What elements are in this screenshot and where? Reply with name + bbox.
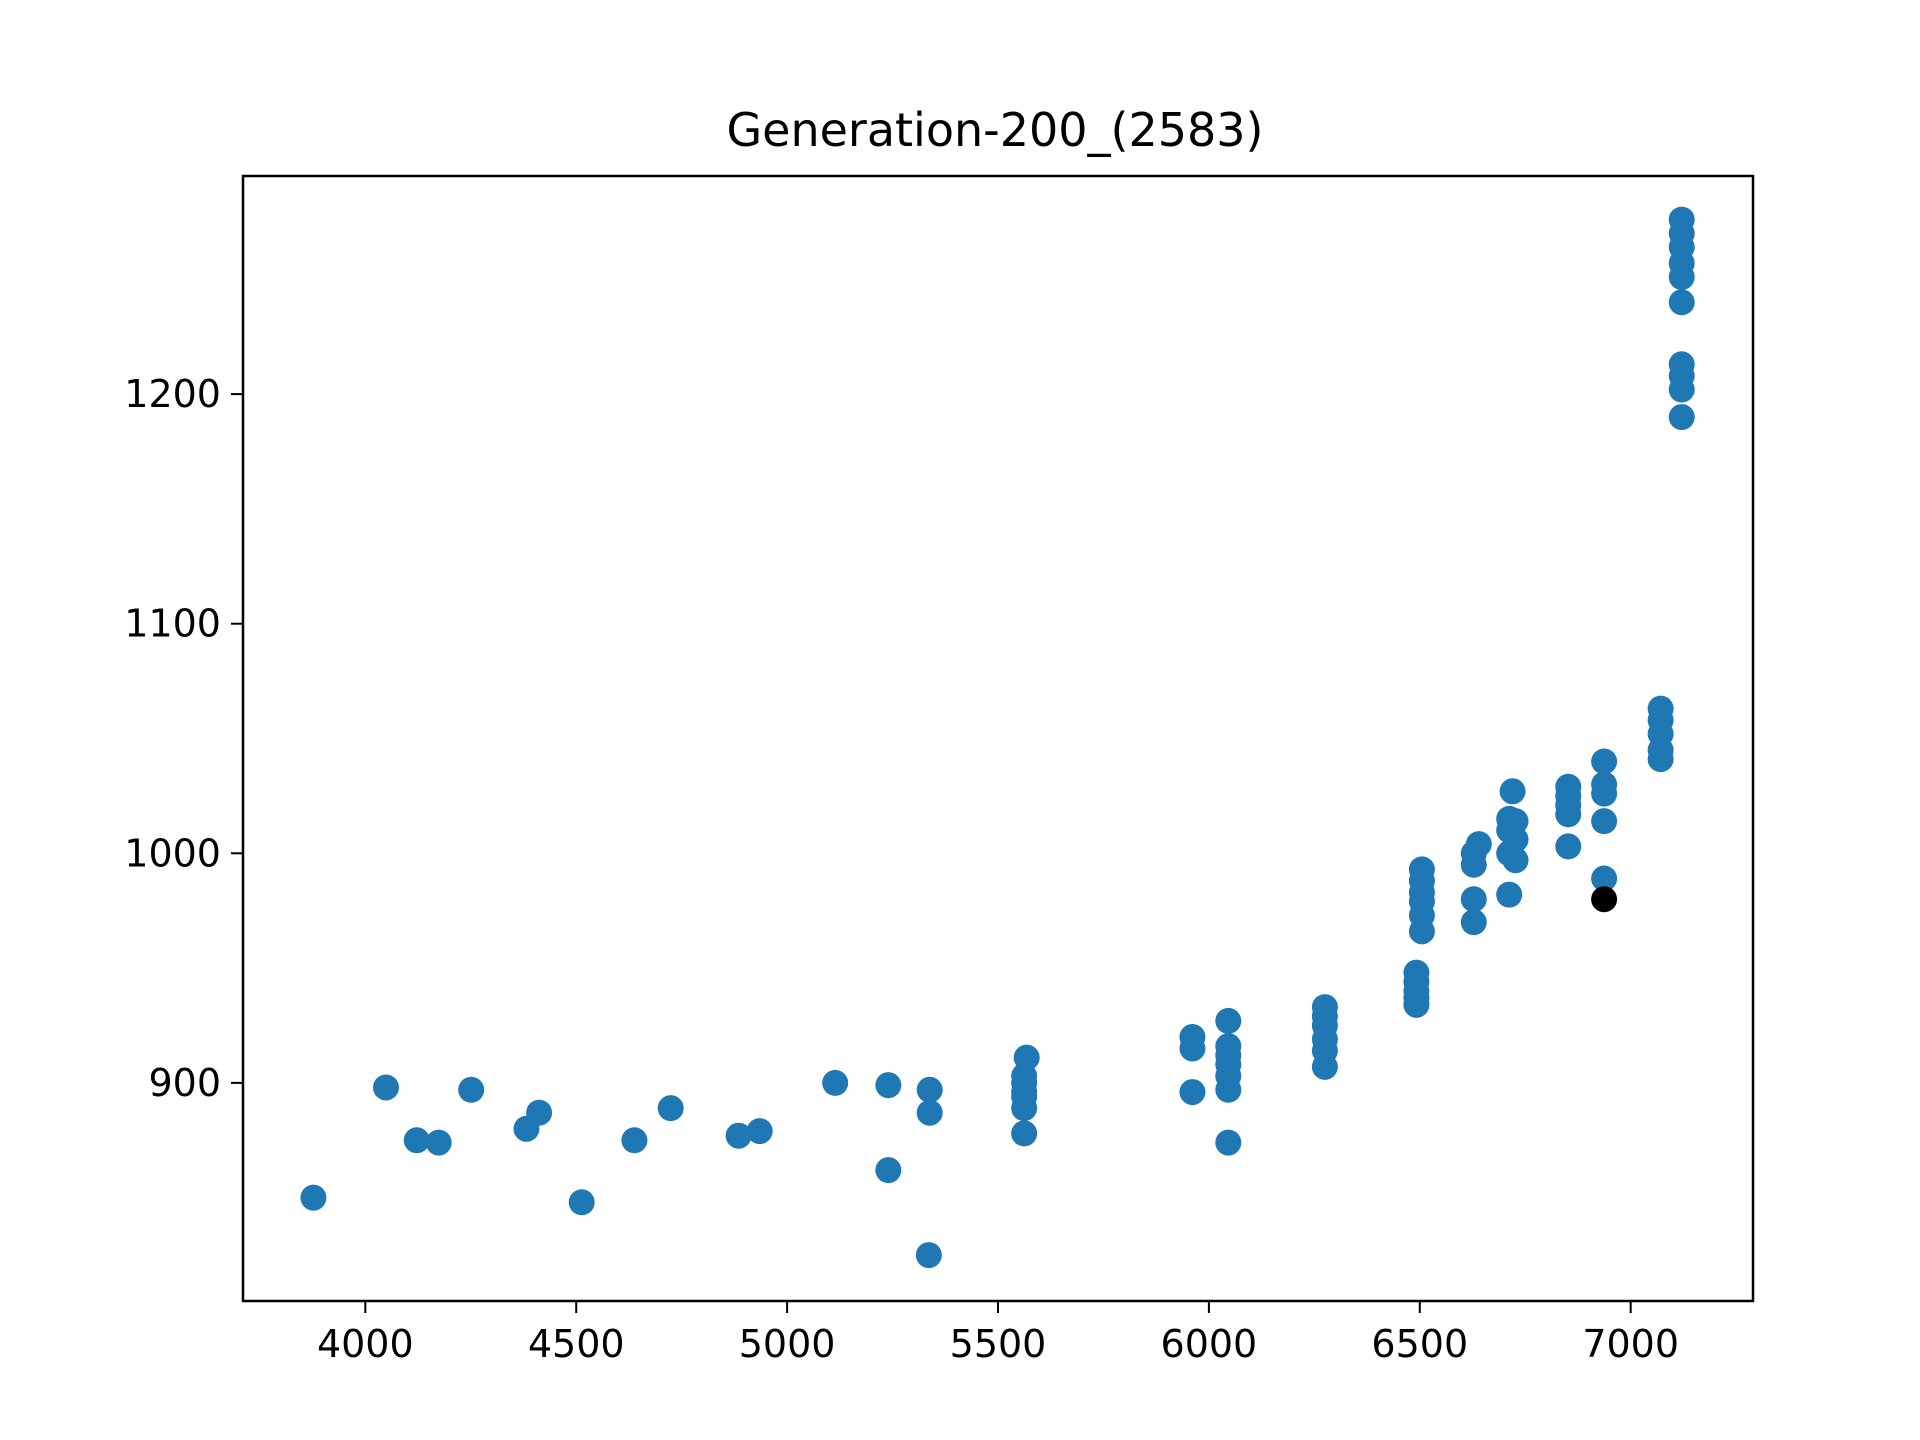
x-tick-label: 4000 xyxy=(317,1322,414,1366)
data-point xyxy=(1499,778,1526,805)
data-point xyxy=(915,1242,942,1269)
data-point xyxy=(1460,909,1487,936)
data-point xyxy=(1215,1007,1242,1034)
data-point xyxy=(1591,780,1618,807)
plot-area-frame xyxy=(241,174,1755,1303)
data-point xyxy=(1555,801,1582,828)
data-point xyxy=(1011,1095,1038,1122)
data-point xyxy=(875,1157,902,1184)
chart-title: Generation-200_(2583) xyxy=(727,103,1264,157)
data-point xyxy=(1179,1035,1206,1062)
data-point xyxy=(822,1069,849,1096)
data-point xyxy=(1647,746,1674,773)
highlighted-data-point xyxy=(1591,886,1618,913)
data-point xyxy=(1668,289,1695,316)
data-point xyxy=(1460,851,1487,878)
x-tick-label: 6000 xyxy=(1161,1322,1258,1366)
data-point xyxy=(425,1129,452,1156)
data-point xyxy=(1179,1079,1206,1106)
data-point xyxy=(1591,808,1618,835)
data-point xyxy=(372,1074,399,1101)
data-point xyxy=(1502,826,1529,853)
data-point xyxy=(1502,808,1529,835)
data-point xyxy=(1215,1076,1242,1103)
data-point xyxy=(1668,376,1695,403)
data-point xyxy=(657,1095,684,1122)
y-tick-label: 1200 xyxy=(124,372,221,416)
data-point xyxy=(725,1122,752,1149)
x-axis: 4000 4500 5000 5500 6000 6500 7000 xyxy=(317,1301,1679,1366)
data-point xyxy=(1502,847,1529,874)
data-point xyxy=(458,1076,485,1103)
y-tick-label: 1000 xyxy=(124,831,221,875)
data-point xyxy=(1668,404,1695,431)
x-tick-label: 6500 xyxy=(1371,1322,1468,1366)
data-point xyxy=(1591,748,1618,775)
data-point xyxy=(1311,1053,1338,1080)
x-tick-label: 5500 xyxy=(950,1322,1047,1366)
y-axis: 900 1000 1100 1200 xyxy=(124,372,243,1105)
data-point xyxy=(1408,918,1435,945)
data-point xyxy=(1496,881,1523,908)
data-point xyxy=(746,1118,773,1145)
data-point xyxy=(1403,991,1430,1018)
data-point xyxy=(621,1127,648,1154)
data-point xyxy=(1011,1120,1038,1147)
data-points xyxy=(300,206,1695,1269)
data-point xyxy=(1465,831,1492,858)
x-tick-label: 5000 xyxy=(739,1322,836,1366)
data-point xyxy=(1591,865,1618,892)
data-point xyxy=(916,1076,943,1103)
x-tick-label: 4500 xyxy=(528,1322,625,1366)
y-tick-label: 900 xyxy=(148,1061,221,1105)
data-point xyxy=(1215,1129,1242,1156)
data-point xyxy=(875,1072,902,1099)
x-tick-label: 7000 xyxy=(1582,1322,1679,1366)
data-point xyxy=(1668,264,1695,291)
data-point xyxy=(300,1184,327,1211)
data-point xyxy=(1555,833,1582,860)
data-point xyxy=(526,1099,553,1126)
y-tick-label: 1100 xyxy=(124,602,221,646)
data-point xyxy=(1460,886,1487,913)
data-point xyxy=(403,1127,430,1154)
data-point xyxy=(568,1189,595,1216)
data-point xyxy=(916,1099,943,1126)
